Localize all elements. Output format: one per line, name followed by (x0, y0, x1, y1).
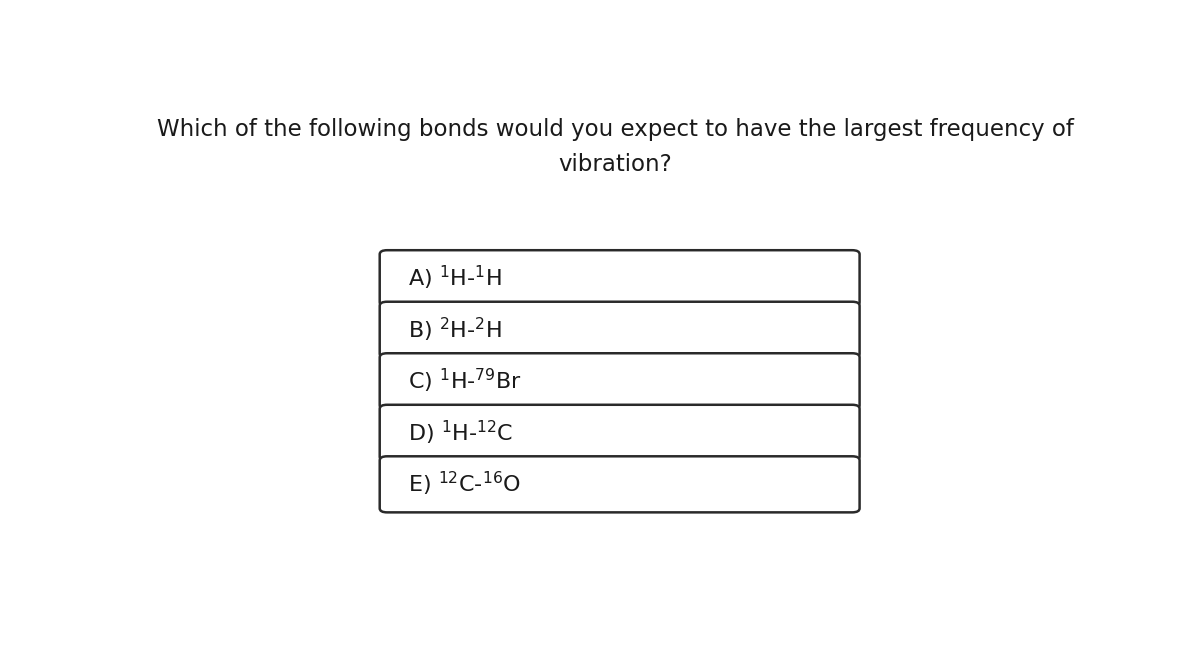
FancyBboxPatch shape (379, 353, 859, 409)
Text: C) $\mathregular{{}^{1}H}$-$\mathregular{{}^{79}Br}$: C) $\mathregular{{}^{1}H}$-$\mathregular… (408, 367, 521, 396)
Text: Which of the following bonds would you expect to have the largest frequency of: Which of the following bonds would you e… (156, 117, 1074, 141)
FancyBboxPatch shape (379, 302, 859, 358)
Text: B) $\mathregular{{}^{2}H}$-$\mathregular{{}^{2}H}$: B) $\mathregular{{}^{2}H}$-$\mathregular… (408, 316, 502, 344)
Text: vibration?: vibration? (558, 153, 672, 176)
FancyBboxPatch shape (379, 405, 859, 461)
FancyBboxPatch shape (379, 457, 859, 512)
Text: D) $\mathregular{{}^{1}H}$-$\mathregular{{}^{12}C}$: D) $\mathregular{{}^{1}H}$-$\mathregular… (408, 419, 512, 447)
Text: E) $\mathregular{{}^{12}C}$-$\mathregular{{}^{16}O}$: E) $\mathregular{{}^{12}C}$-$\mathregula… (408, 470, 521, 499)
Text: A) $\mathregular{{}^{1}H}$-$\mathregular{{}^{1}H}$: A) $\mathregular{{}^{1}H}$-$\mathregular… (408, 264, 502, 293)
FancyBboxPatch shape (379, 250, 859, 306)
